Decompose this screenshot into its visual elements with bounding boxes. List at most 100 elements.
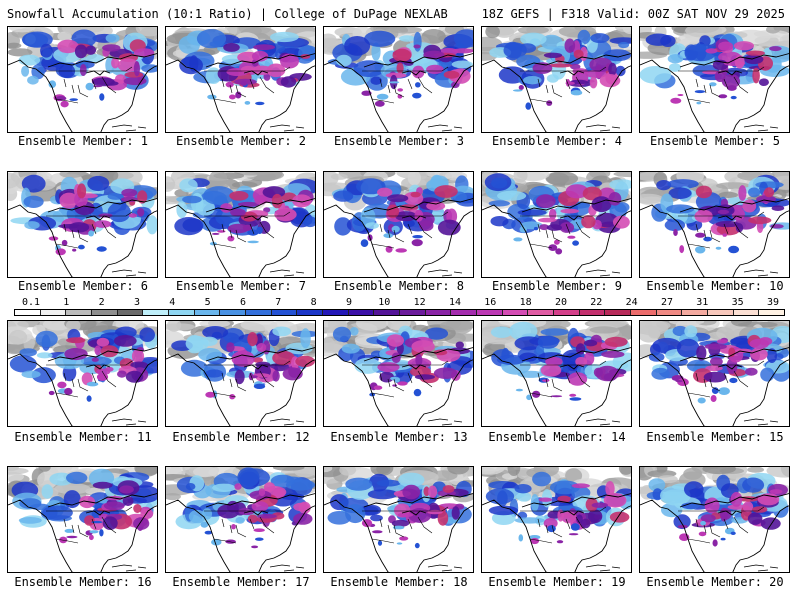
ensemble-member-map	[165, 466, 316, 573]
colorbar-swatch	[297, 310, 324, 315]
colorbar-tick-label: 1	[63, 297, 70, 308]
colorbar-tick-label: 9	[345, 297, 353, 308]
colorbar-tick-label: 35	[731, 297, 744, 308]
colorbar-swatch	[220, 310, 247, 315]
colorbar-tick-label: 7	[275, 297, 282, 308]
snowfall-map-image	[640, 172, 789, 277]
ensemble-member-map	[639, 26, 790, 133]
ensemble-member-label: Ensemble Member: 2	[175, 134, 307, 148]
ensemble-member-map	[323, 466, 474, 573]
colorbar-swatch	[15, 310, 41, 315]
snowfall-map-image	[166, 467, 315, 572]
ensemble-member-map	[7, 171, 158, 278]
snowfall-map-image	[166, 321, 315, 426]
ensemble-member-map	[323, 320, 474, 427]
snowfall-map-image	[482, 27, 631, 132]
snowfall-map-image	[324, 321, 473, 426]
ensemble-member-label: Ensemble Member: 4	[491, 134, 623, 148]
snowfall-map-image	[324, 467, 473, 572]
ensemble-member-label: Ensemble Member: 12	[172, 430, 310, 444]
ensemble-member-label: Ensemble Member: 20	[646, 575, 784, 589]
snowfall-map-image	[8, 27, 157, 132]
colorbar-swatch	[374, 310, 401, 315]
ensemble-member-label: Ensemble Member: 15	[646, 430, 784, 444]
colorbar-tick-label: 8	[310, 297, 317, 308]
snowfall-map-image	[640, 321, 789, 426]
ensemble-member-map	[481, 320, 632, 427]
colorbar-tick-label: 16	[484, 297, 497, 308]
colorbar-tick-label: 27	[660, 297, 674, 308]
colorbar-swatch	[194, 310, 221, 315]
snowfall-map-image	[324, 27, 473, 132]
snowfall-map-image	[166, 27, 315, 132]
snowfall-map-image	[482, 172, 631, 277]
colorbar-tick-label: 18	[519, 297, 532, 308]
ensemble-member-map	[639, 320, 790, 427]
colorbar-swatch	[66, 310, 93, 315]
colorbar-swatch	[682, 310, 709, 315]
colorbar-swatch	[554, 310, 580, 315]
ensemble-member-map	[481, 26, 632, 133]
colorbar-swatch	[451, 310, 478, 315]
ensemble-member-label: Ensemble Member: 8	[333, 279, 465, 293]
colorbar-swatch	[579, 310, 606, 315]
colorbar-swatch	[528, 310, 555, 315]
colorbar-swatch	[92, 310, 118, 315]
snowfall-map-image	[166, 172, 315, 277]
colorbar-swatch	[40, 310, 67, 315]
colorbar-swatch	[656, 310, 683, 315]
colorbar-tick-label: 0.1	[21, 297, 41, 308]
ensemble-member-map	[165, 171, 316, 278]
ensemble-member-label: Ensemble Member: 17	[172, 575, 310, 589]
ensemble-member-label: Ensemble Member: 10	[646, 279, 784, 293]
ensemble-member-map	[165, 320, 316, 427]
colorbar-swatch	[143, 310, 170, 315]
colorbar-tick-label: 20	[554, 297, 568, 308]
colorbar-tick-label: 4	[169, 297, 176, 308]
ensemble-member-label: Ensemble Member: 3	[333, 134, 465, 148]
snowfall-map-image	[324, 172, 473, 277]
colorbar-swatch	[502, 310, 529, 315]
colorbar-tick-label: 14	[448, 297, 462, 308]
ensemble-member-label: Ensemble Member: 6	[17, 279, 149, 293]
colorbar-swatch	[733, 310, 760, 315]
colorbar-tick-label: 10	[378, 297, 391, 308]
ensemble-member-label: Ensemble Member: 9	[491, 279, 623, 293]
ensemble-member-map	[639, 466, 790, 573]
colorbar-tick-label: 3	[133, 297, 141, 308]
ensemble-member-map	[165, 26, 316, 133]
colorbar-tick-label: 2	[98, 297, 105, 308]
ensemble-member-map	[481, 466, 632, 573]
colorbar-swatch	[246, 310, 272, 315]
ensemble-member-map	[7, 466, 158, 573]
colorbar-swatch	[425, 310, 452, 315]
snowfall-map-image	[482, 321, 631, 426]
colorbar-swatch	[348, 310, 375, 315]
colorbar-tick-label: 6	[239, 297, 247, 308]
snowfall-map-image	[640, 27, 789, 132]
map-title: Snowfall Accumulation (10:1 Ratio) | Col…	[7, 7, 448, 21]
colorbar-swatch	[117, 310, 144, 315]
ensemble-member-map	[639, 171, 790, 278]
ensemble-member-map	[323, 171, 474, 278]
colorbar-swatch	[605, 310, 632, 315]
colorbar-swatch	[708, 310, 734, 315]
colorbar-tick-label: 31	[696, 297, 709, 308]
ensemble-member-label: Ensemble Member: 18	[330, 575, 468, 589]
snowfall-colorbar	[14, 309, 785, 316]
colorbar-swatch	[759, 310, 785, 315]
colorbar-swatch	[477, 310, 503, 315]
run-valid-time: 18Z GEFS | F318 Valid: 00Z SAT NOV 29 20…	[481, 7, 785, 21]
ensemble-member-label: Ensemble Member: 14	[488, 430, 626, 444]
colorbar-tick-label: 39	[766, 297, 780, 308]
ensemble-member-label: Ensemble Member: 16	[14, 575, 152, 589]
ensemble-member-label: Ensemble Member: 7	[175, 279, 307, 293]
ensemble-member-map	[481, 171, 632, 278]
snowfall-map-image	[8, 172, 157, 277]
ensemble-member-label: Ensemble Member: 5	[649, 134, 781, 148]
colorbar-tick-label: 24	[625, 297, 638, 308]
snowfall-map-image	[640, 467, 789, 572]
colorbar-swatch	[400, 310, 426, 315]
colorbar-tick-label: 22	[590, 297, 603, 308]
ensemble-member-label: Ensemble Member: 13	[330, 430, 468, 444]
